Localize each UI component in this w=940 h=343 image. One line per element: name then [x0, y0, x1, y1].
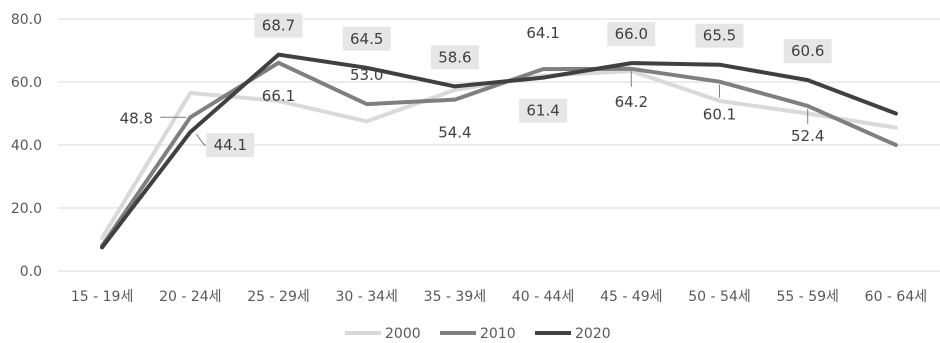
data-label-box — [206, 133, 255, 158]
data-label: 61.4 — [526, 102, 559, 120]
data-label: 44.1 — [214, 136, 247, 154]
data-label-box — [430, 45, 479, 70]
y-tick-label: 20.0 — [11, 201, 42, 217]
series-lines — [100, 52, 898, 250]
data-label-box — [783, 39, 832, 64]
data-label: 48.8 — [120, 109, 153, 127]
y-tick-label: 80.0 — [11, 12, 42, 28]
data-label: 58.6 — [438, 48, 471, 66]
data-label: 53.0 — [350, 66, 383, 84]
x-tick-label: 40 - 44세 — [512, 289, 574, 305]
x-tick-label: 45 - 49세 — [600, 289, 662, 305]
leader-line — [195, 133, 207, 146]
data-label: 64.5 — [350, 30, 383, 48]
x-tick-label: 15 - 19세 — [71, 289, 133, 305]
x-tick-label: 25 - 29세 — [247, 289, 309, 305]
y-tick-label: 60.0 — [11, 75, 42, 91]
series-line-2010 — [100, 60, 898, 248]
data-label-box — [342, 26, 391, 51]
y-tick-label: 40.0 — [11, 138, 42, 154]
legend-label: 2000 — [385, 326, 421, 342]
data-label-box — [254, 13, 303, 38]
data-label: 66.0 — [615, 25, 648, 43]
data-label: 54.4 — [438, 124, 471, 142]
label-leader-lines — [160, 70, 809, 146]
data-label-box — [695, 23, 744, 48]
x-tick-label: 20 - 24세 — [159, 289, 221, 305]
x-tick-label: 35 - 39세 — [424, 289, 486, 305]
data-labels: 48.8 44.1 68.7 66.1 64.5 53.0 58.6 54.4 64.1 61.4… — [120, 13, 832, 158]
data-label: 64.1 — [526, 24, 559, 42]
x-tick-label: 50 - 54세 — [688, 289, 750, 305]
data-label: 60.6 — [791, 42, 824, 60]
data-label: 64.2 — [615, 93, 648, 111]
data-label: 68.7 — [262, 17, 295, 35]
data-label: 66.1 — [262, 87, 295, 105]
data-label: 60.1 — [703, 106, 736, 124]
data-label-box — [607, 22, 656, 47]
y-axis-ticks: 0.0 20.0 40.0 60.0 80.0 — [11, 12, 42, 280]
legend: 2000 2010 2020 — [345, 326, 611, 342]
x-tick-label: 55 - 59세 — [776, 289, 838, 305]
data-label: 65.5 — [703, 27, 736, 45]
legend-label: 2010 — [480, 326, 516, 342]
series-line-2020 — [100, 52, 898, 250]
x-axis-ticks: 15 - 19세 20 - 24세 25 - 29세 30 - 34세 35 - 39세… — [71, 289, 927, 305]
data-label: 52.4 — [791, 127, 824, 145]
legend-label: 2020 — [575, 326, 611, 342]
y-tick-label: 0.0 — [20, 264, 42, 280]
x-tick-label: 60 - 64세 — [865, 289, 927, 305]
data-label-box — [519, 98, 568, 123]
x-tick-label: 30 - 34세 — [335, 289, 397, 305]
